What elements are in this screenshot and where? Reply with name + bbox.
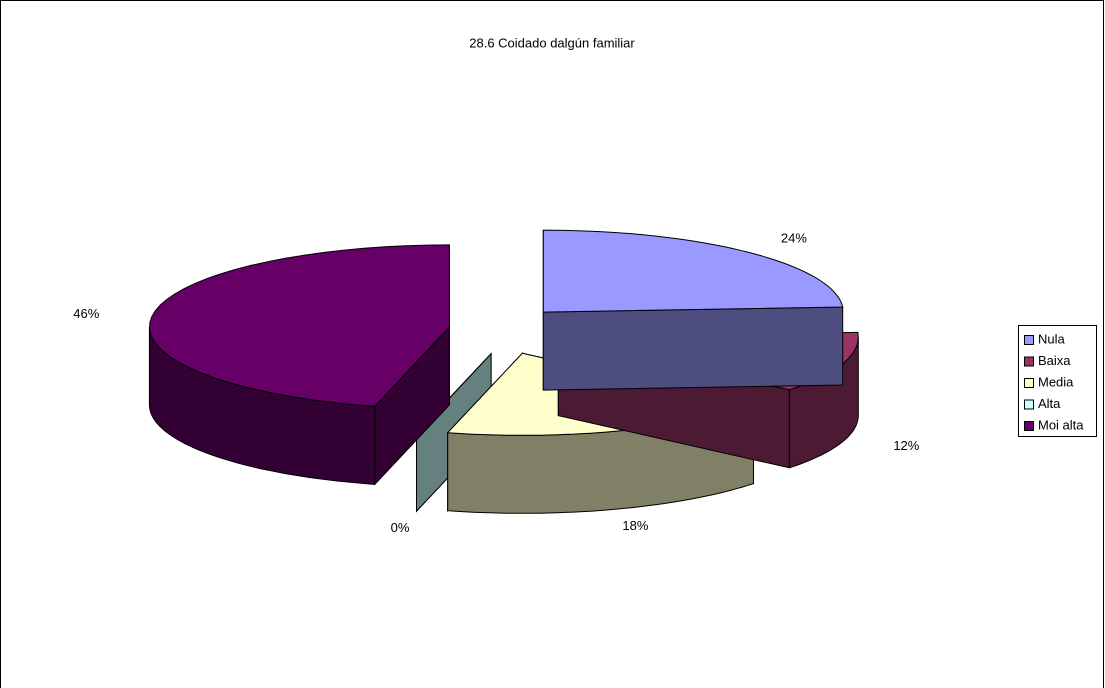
legend-label: Alta xyxy=(1038,396,1061,411)
legend-label: Media xyxy=(1038,374,1074,389)
data-label: 46% xyxy=(73,306,99,321)
legend-swatch xyxy=(1024,378,1034,388)
legend-swatch xyxy=(1024,335,1034,345)
legend-swatch xyxy=(1024,421,1034,431)
legend-swatch xyxy=(1024,356,1034,367)
legend-swatch xyxy=(1024,399,1034,410)
legend-label: Nula xyxy=(1038,331,1066,346)
data-label: 0% xyxy=(391,520,410,535)
legend-label: Moi alta xyxy=(1038,417,1084,432)
data-label: 24% xyxy=(781,231,807,246)
slice xyxy=(148,244,450,407)
legend-label: Baixa xyxy=(1038,353,1071,368)
chart-title: 28.6 Coidado dalgún familiar xyxy=(469,35,635,50)
slice xyxy=(542,229,844,313)
data-label: 12% xyxy=(893,438,919,453)
data-label: 18% xyxy=(622,518,648,533)
slice-wall xyxy=(542,306,844,391)
